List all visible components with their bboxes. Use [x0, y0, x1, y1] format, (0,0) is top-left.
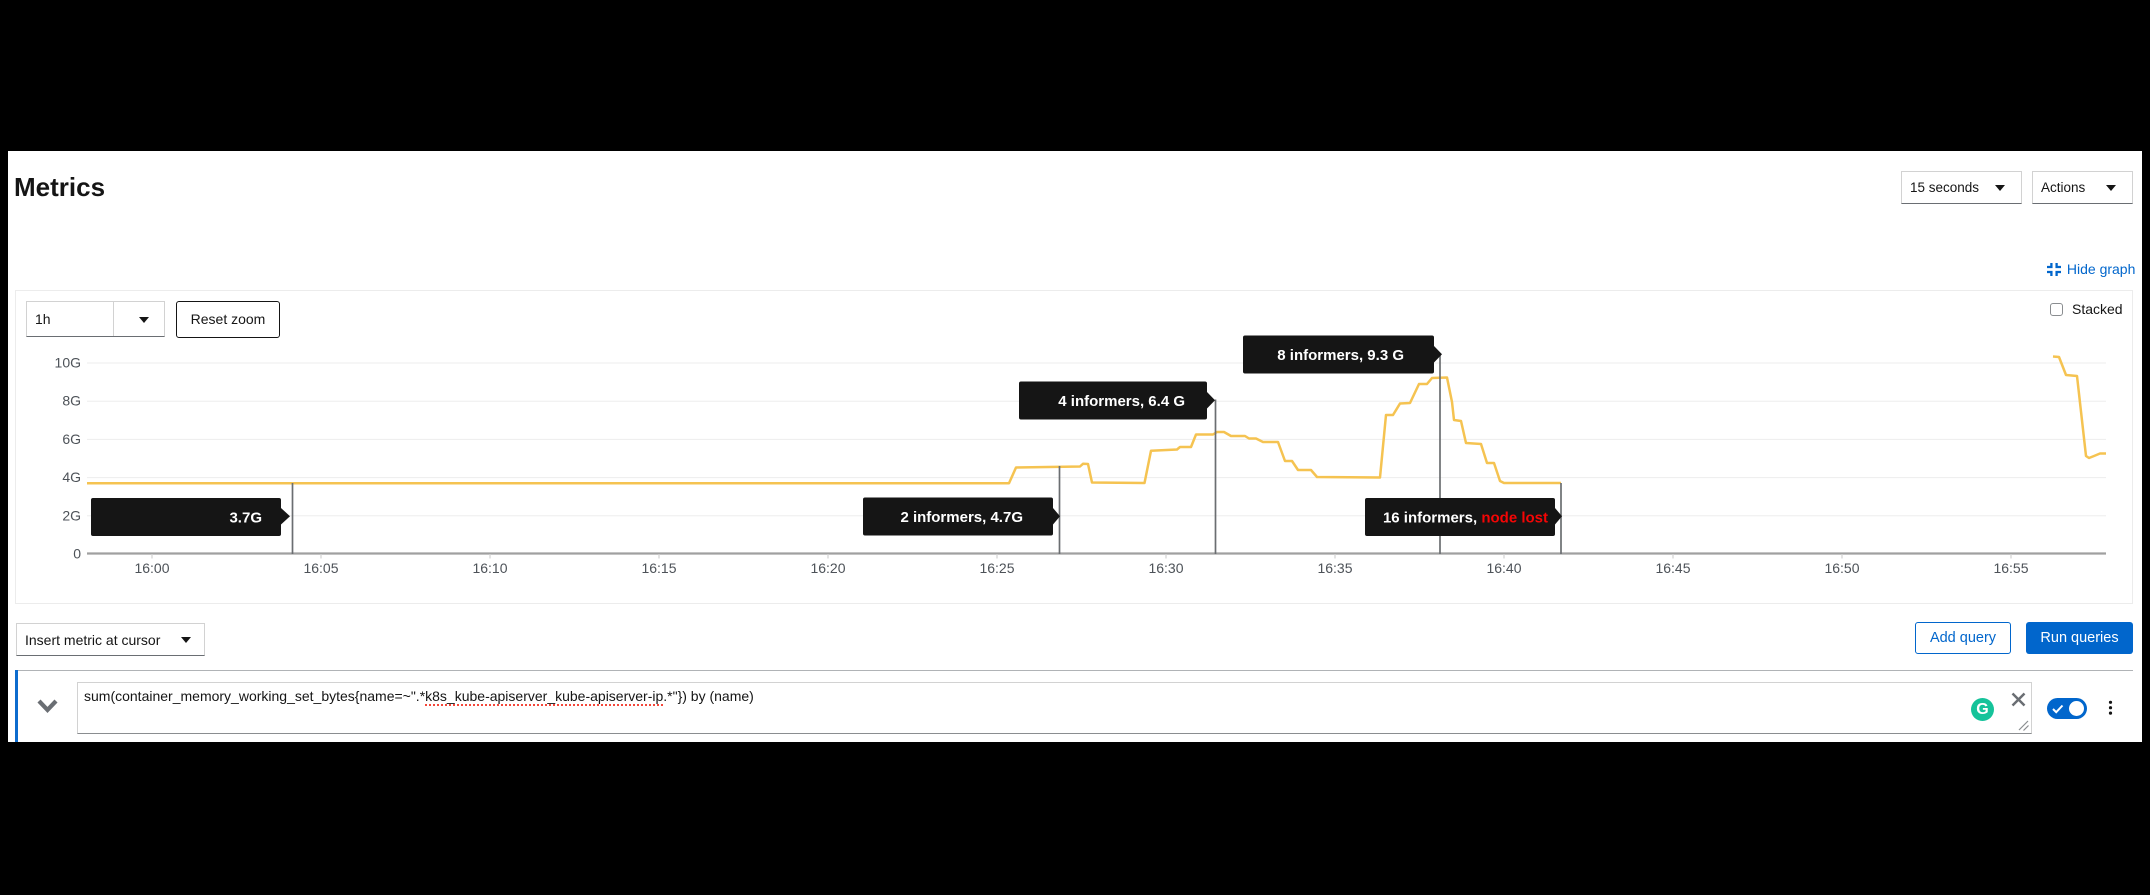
- svg-text:4G: 4G: [62, 469, 81, 485]
- svg-text:16:35: 16:35: [1317, 560, 1352, 576]
- svg-text:10G: 10G: [55, 355, 81, 371]
- svg-text:8 informers, 9.3 G: 8 informers, 9.3 G: [1277, 347, 1404, 364]
- svg-text:16:25: 16:25: [979, 560, 1014, 576]
- svg-text:4 informers, 6.4 G: 4 informers, 6.4 G: [1058, 393, 1185, 410]
- svg-text:16:45: 16:45: [1655, 560, 1690, 576]
- svg-text:16:15: 16:15: [641, 560, 676, 576]
- svg-text:16:30: 16:30: [1148, 560, 1183, 576]
- svg-text:6G: 6G: [62, 431, 81, 447]
- svg-text:2 informers, 4.7G: 2 informers, 4.7G: [900, 509, 1023, 526]
- svg-text:16:50: 16:50: [1824, 560, 1859, 576]
- svg-text:16:40: 16:40: [1486, 560, 1521, 576]
- svg-text:3.7G: 3.7G: [229, 510, 262, 527]
- svg-text:16:10: 16:10: [472, 560, 507, 576]
- svg-text:8G: 8G: [62, 393, 81, 409]
- svg-text:0: 0: [73, 546, 81, 562]
- svg-text:16:00: 16:00: [134, 560, 169, 576]
- svg-text:16:20: 16:20: [810, 560, 845, 576]
- svg-text:16:55: 16:55: [1993, 560, 2028, 576]
- svg-text:16 informers, node lost: 16 informers, node lost: [1383, 510, 1548, 527]
- svg-text:2G: 2G: [62, 507, 81, 523]
- svg-text:16:05: 16:05: [303, 560, 338, 576]
